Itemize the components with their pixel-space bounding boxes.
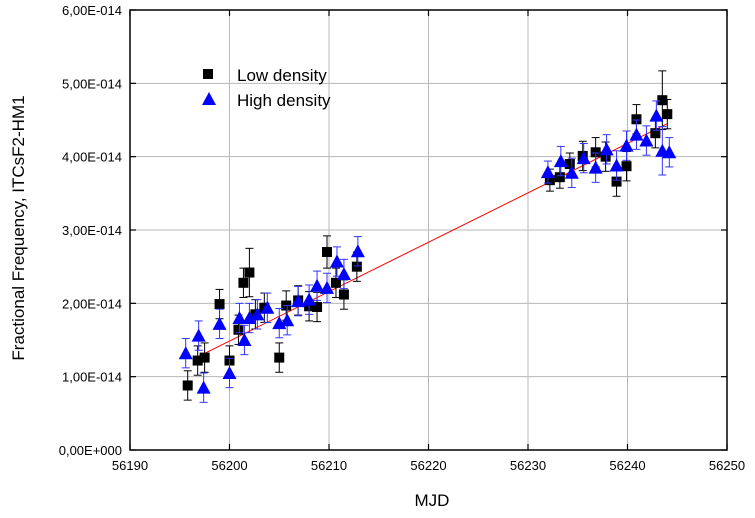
- data-point: [649, 108, 664, 122]
- y-tick-label: 1,00E-014: [62, 370, 122, 385]
- data-point: [650, 128, 661, 139]
- data-points: [178, 70, 677, 403]
- y-tick-label: 5,00E-014: [62, 76, 122, 91]
- y-tick-label: 2,00E-014: [62, 296, 122, 311]
- legend-low-density-marker: [203, 69, 213, 79]
- data-point: [322, 247, 333, 257]
- data-point: [242, 311, 257, 324]
- data-point: [576, 151, 591, 165]
- axes: 56190 56200 56210 56220 56230 56240 56250 0,00E…: [59, 3, 745, 473]
- data-point: [274, 352, 285, 363]
- data-point: [629, 127, 644, 141]
- data-point: [191, 328, 206, 342]
- y-tick-label: 3,00E-014: [62, 223, 122, 238]
- data-point: [662, 145, 677, 159]
- x-tick-label: 56250: [709, 458, 745, 473]
- grid: [130, 10, 727, 450]
- x-tick-label: 56230: [510, 458, 546, 473]
- data-point: [564, 165, 579, 179]
- x-axis-title: MJD: [415, 491, 450, 510]
- y-tick-label: 6,00E-014: [62, 3, 122, 18]
- data-point: [291, 294, 306, 308]
- x-tick-label: 56190: [112, 458, 148, 473]
- data-point: [657, 95, 668, 106]
- data-point: [320, 280, 335, 294]
- data-point: [619, 138, 634, 152]
- fit-line: [194, 123, 668, 359]
- legend-high-density-label: High density: [237, 91, 331, 110]
- data-point: [330, 277, 341, 288]
- data-point: [302, 292, 317, 306]
- data-point: [329, 254, 344, 268]
- data-point: [338, 289, 349, 300]
- data-point: [244, 267, 255, 278]
- y-tick-label: 0,00E+000: [59, 443, 122, 458]
- data-point: [250, 307, 265, 321]
- data-point: [351, 261, 362, 272]
- data-point: [238, 277, 249, 288]
- data-point: [196, 380, 211, 394]
- legend-low-density-label: Low density: [237, 66, 327, 85]
- data-point: [639, 133, 654, 147]
- data-point: [588, 160, 603, 174]
- data-point: [662, 109, 673, 120]
- data-point: [609, 158, 624, 172]
- data-point: [310, 278, 325, 292]
- legend: Low density High density: [202, 66, 331, 110]
- data-point: [260, 300, 275, 314]
- x-tick-label: 56210: [311, 458, 347, 473]
- data-point: [554, 172, 565, 183]
- data-point: [599, 142, 614, 156]
- data-point: [178, 346, 193, 360]
- data-point: [233, 324, 244, 335]
- x-tick-label: 56200: [211, 458, 247, 473]
- data-point: [544, 175, 555, 186]
- data-point: [222, 366, 237, 379]
- data-point: [214, 299, 225, 310]
- legend-high-density-marker: [202, 92, 216, 105]
- x-tick-label: 56240: [609, 458, 645, 473]
- data-point: [350, 244, 365, 258]
- data-point: [237, 333, 252, 346]
- data-point: [540, 165, 555, 179]
- y-tick-label: 4,00E-014: [62, 150, 122, 165]
- data-point: [600, 151, 611, 162]
- data-point: [199, 352, 210, 363]
- series-high-density: [178, 100, 677, 403]
- data-point: [336, 267, 351, 280]
- data-point: [564, 159, 575, 169]
- data-point: [212, 316, 227, 330]
- data-point: [192, 355, 203, 366]
- data-point: [182, 380, 193, 391]
- fit-line-group: [194, 123, 668, 359]
- data-point: [621, 161, 632, 172]
- data-point: [312, 302, 323, 312]
- data-point: [631, 114, 642, 125]
- data-point: [611, 176, 622, 187]
- data-point: [232, 311, 247, 324]
- data-point: [590, 147, 601, 158]
- series-low-density: [182, 70, 673, 401]
- data-point: [553, 154, 568, 168]
- data-point: [280, 313, 295, 327]
- x-tick-label: 56220: [410, 458, 446, 473]
- y-axis-title: Fractional Frequency, ITCsF2-HM1: [9, 95, 28, 360]
